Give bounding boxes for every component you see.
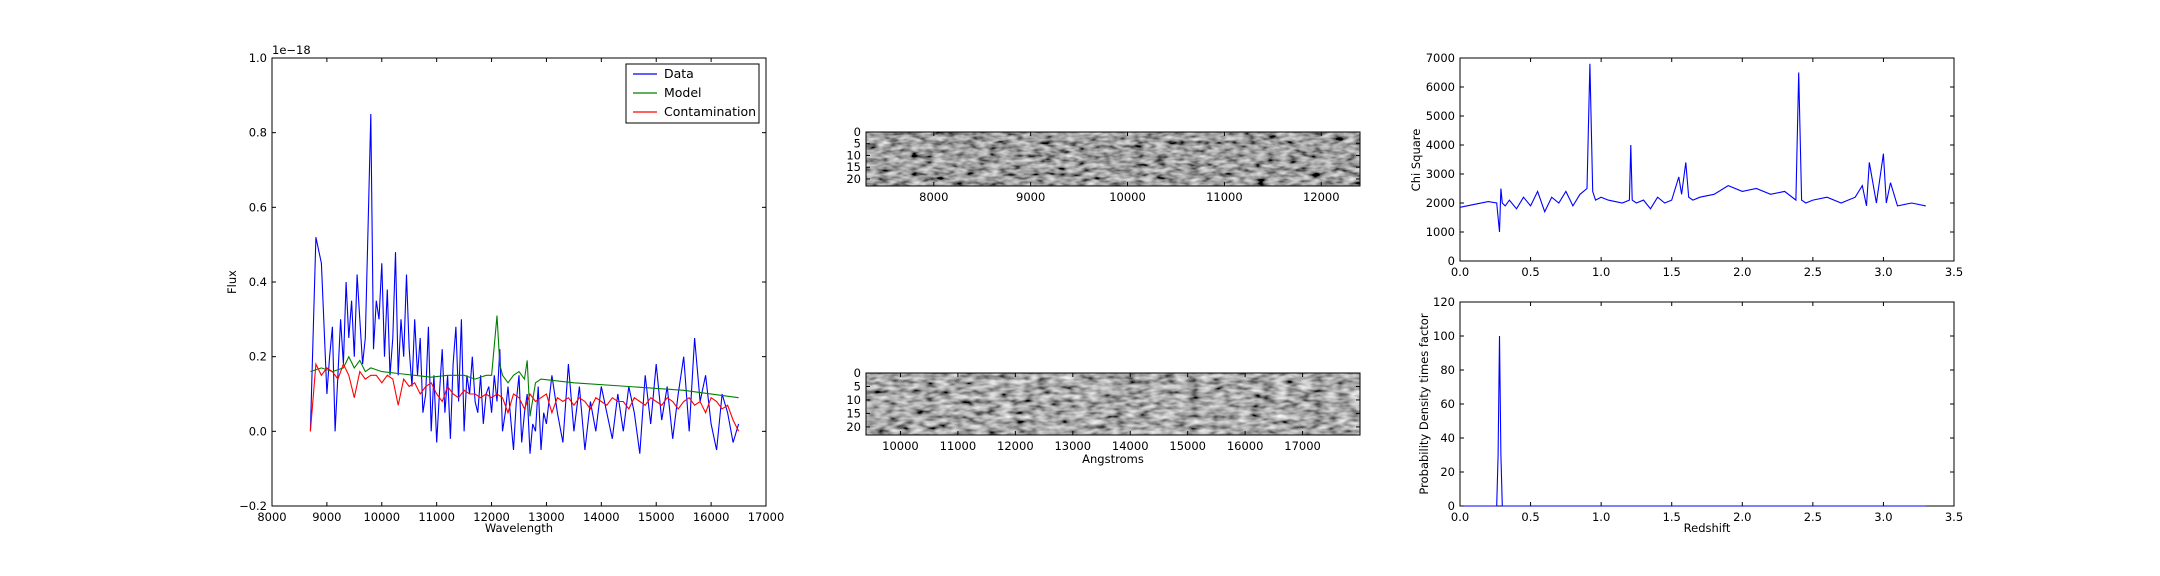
pdf-xtick-label: 3.5 bbox=[1945, 510, 1963, 524]
chisq-ytick-label: 0 bbox=[1448, 254, 1455, 268]
spectrum2d-bottom-xtick-label: 11000 bbox=[940, 439, 977, 453]
spectrum2d-bottom-xtick-label: 16000 bbox=[1227, 439, 1264, 453]
pdf-xtick-label: 2.0 bbox=[1733, 510, 1751, 524]
spectrum2d-top-xtick-label: 10000 bbox=[1109, 190, 1146, 204]
pdf-ytick-label: 100 bbox=[1433, 329, 1455, 343]
spectrum-ytick-label: 0.6 bbox=[249, 200, 267, 214]
spectrum-xlabel: Wavelength bbox=[485, 521, 553, 535]
spectrum-panel: 8000 9000 10000 11000 12000 13000 14000 15000 16… bbox=[225, 43, 784, 535]
pdf-panel: 0.0 0.5 1.0 1.5 2.0 2.5 3.0 3.5020406080100120 … bbox=[1417, 295, 1963, 535]
spectrum2d-bottom-xtick-label: 10000 bbox=[882, 439, 919, 453]
spectrum2d-top-xtick-label: 8000 bbox=[919, 190, 948, 204]
pdf-xtick-label: 1.5 bbox=[1663, 510, 1681, 524]
legend-label-contamination: Contamination bbox=[664, 104, 756, 119]
spectrum2d-bottom-xtick-label: 13000 bbox=[1054, 439, 1091, 453]
chisq-xtick-label: 3.0 bbox=[1874, 265, 1892, 279]
pdf-xlabel: Redshift bbox=[1684, 521, 1731, 535]
chisq-xtick-label: 2.0 bbox=[1733, 265, 1751, 279]
spectrum-legend: Data Model Contamination bbox=[626, 64, 759, 123]
legend-label-model: Model bbox=[664, 85, 702, 100]
spectrum2d-top-xtick-label: 9000 bbox=[1016, 190, 1045, 204]
chisq-xtick-label: 3.5 bbox=[1945, 265, 1963, 279]
chisq-ytick-label: 1000 bbox=[1426, 225, 1455, 239]
spectrum2d-bottom-xtick-label: 15000 bbox=[1169, 439, 1206, 453]
spectrum2d-top-xtick-label: 12000 bbox=[1303, 190, 1340, 204]
pdf-xtick-label: 3.0 bbox=[1874, 510, 1892, 524]
chisq-ytick-label: 3000 bbox=[1426, 167, 1455, 181]
spectrum-xtick-label: 15000 bbox=[638, 510, 675, 524]
spectrum2d-top-xtick-label: 11000 bbox=[1206, 190, 1243, 204]
spectrum-ylabel: Flux bbox=[225, 270, 239, 294]
pdf-plot-frame bbox=[1460, 302, 1954, 506]
spectrum2d-bottom-ytick-label: 0 bbox=[854, 366, 861, 380]
spectrum2d-top-ytick-label: 20 bbox=[846, 172, 861, 186]
chisq-ylabel: Chi Square bbox=[1409, 129, 1423, 192]
pdf-ytick-label: 40 bbox=[1440, 431, 1455, 445]
pdf-xtick-label: 0.5 bbox=[1521, 510, 1539, 524]
spectrum2d-top-image bbox=[866, 132, 1360, 186]
spectrum2d-xlabel: Angstroms bbox=[1082, 452, 1144, 466]
chisq-xtick-label: 0.5 bbox=[1521, 265, 1539, 279]
spectrum-ytick-label: 0.4 bbox=[249, 275, 267, 289]
pdf-ytick-label: 0 bbox=[1448, 499, 1455, 513]
spectrum2d-bottom-panel: 10000 11000 12000 13000 14000 15000 16000 17000… bbox=[846, 366, 1360, 466]
pdf-xtick-label: 1.0 bbox=[1592, 510, 1610, 524]
spectrum2d-bottom-ytick-label: 15 bbox=[846, 406, 861, 420]
chisq-ytick-label: 2000 bbox=[1426, 196, 1455, 210]
pdf-ytick-label: 80 bbox=[1440, 363, 1455, 377]
spectrum2d-bottom-xtick-label: 17000 bbox=[1284, 439, 1321, 453]
chisq-panel: 0.0 0.5 1.0 1.5 2.0 2.5 3.0 3.5 0 1000 2000 3000 400… bbox=[1409, 51, 1963, 279]
spectrum-ytick-label: 1.0 bbox=[249, 51, 267, 65]
pdf-ytick-label: 20 bbox=[1440, 465, 1455, 479]
spectrum-offset-text: 1e−18 bbox=[272, 43, 311, 57]
spectrum-ytick-label: 0.0 bbox=[249, 424, 267, 438]
spectrum-ytick-label: 0.8 bbox=[249, 126, 267, 140]
chisq-ytick-label: 7000 bbox=[1426, 51, 1455, 65]
legend-label-data: Data bbox=[664, 66, 694, 81]
pdf-ytick-label: 120 bbox=[1433, 295, 1455, 309]
chisq-ytick-label: 6000 bbox=[1426, 80, 1455, 94]
spectrum-xtick-label: 9000 bbox=[312, 510, 341, 524]
spectrum2d-bottom-image bbox=[866, 373, 1360, 435]
spectrum2d-bottom-xtick-label: 12000 bbox=[997, 439, 1034, 453]
spectrum2d-bottom-ytick-label: 20 bbox=[846, 420, 861, 434]
spectrum-xtick-label: 14000 bbox=[583, 510, 620, 524]
chisq-plot-frame bbox=[1460, 58, 1954, 261]
spectrum-xtick-label: 16000 bbox=[693, 510, 730, 524]
spectrum-xtick-label: 11000 bbox=[418, 510, 455, 524]
pdf-xtick-label: 2.5 bbox=[1804, 510, 1822, 524]
spectrum2d-bottom-ytick-label: 5 bbox=[854, 379, 861, 393]
spectrum-xtick-label: 10000 bbox=[363, 510, 400, 524]
chisq-xtick-label: 2.5 bbox=[1804, 265, 1822, 279]
spectrum-xtick-label: 17000 bbox=[748, 510, 785, 524]
chisq-ytick-label: 4000 bbox=[1426, 138, 1455, 152]
chisq-xtick-label: 1.0 bbox=[1592, 265, 1610, 279]
pdf-ytick-label: 60 bbox=[1440, 397, 1455, 411]
pdf-ylabel: Probability Density times factor bbox=[1417, 313, 1431, 494]
chisq-ytick-label: 5000 bbox=[1426, 109, 1455, 123]
spectrum2d-bottom-xtick-label: 14000 bbox=[1112, 439, 1149, 453]
chisq-xtick-label: 1.5 bbox=[1663, 265, 1681, 279]
spectrum-ytick-label: −0.2 bbox=[239, 499, 267, 513]
spectrum2d-bottom-ytick-label: 10 bbox=[846, 393, 861, 407]
spectrum-ytick-label: 0.2 bbox=[249, 350, 267, 364]
